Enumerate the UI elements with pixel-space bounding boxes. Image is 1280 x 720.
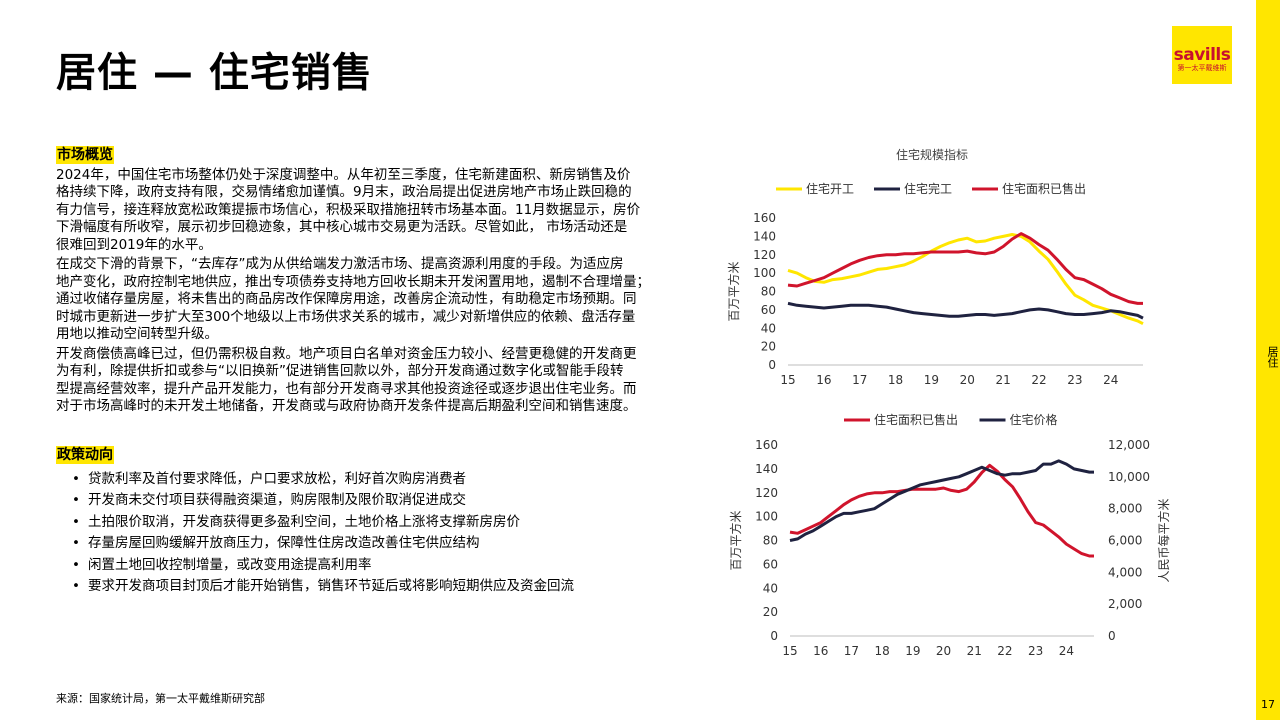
policy-item-text: 开发商未交付项目获得融资渠道，购房限制及限价取消促进成交 [88,492,466,508]
x-tick-label: 15 [782,644,797,658]
x-tick-label: 22 [1031,373,1046,387]
y2-tick-label: 4,000 [1108,565,1142,579]
policy-list: • 贷款利率及首付要求降低，户口要求放松，利好首次购房消费者 • 开发商未交付项目获… [56,469,696,598]
policy-item: • 存量房屋回购缓解开放商压力，保障性住房改造改善住宅供应结构 [56,533,696,555]
y-tick-label: 140 [755,462,778,476]
chart-title: 住宅规模指标 [896,147,968,162]
legend-label: 住宅面积已售出 [1002,181,1086,196]
series-line [787,233,1144,326]
y-tick-label: 80 [763,534,778,548]
market-paragraph-2: 在成交下滑的背景下，“去库存”成为从供给端发力激活市场、提高资源利用度的手段。为… [56,256,650,342]
y2-tick-label: 6,000 [1108,534,1142,548]
policy-item: • 贷款利率及首付要求降低，户口要求放松，利好首次购房消费者 [56,469,696,491]
x-tick-label: 21 [996,373,1011,387]
x-tick-label: 16 [813,644,828,658]
y-tick-label: 60 [761,303,776,317]
legend-label: 住宅完工 [904,181,952,196]
policy-item-text: 存量房屋回购缓解开放商压力，保障性住房改造改善住宅供应结构 [88,535,480,551]
legend-label: 住宅开工 [806,181,854,196]
x-tick-label: 20 [960,373,975,387]
y-tick-label: 160 [753,211,776,225]
x-tick-label: 19 [905,644,920,658]
side-section-label: 居住 [1266,346,1279,368]
market-overview-heading: 市场概览 [56,146,114,164]
x-tick-label: 24 [1059,644,1074,658]
series-line [787,232,1143,305]
page-number: 17 [1261,698,1275,711]
y2-tick-label: 0 [1108,629,1116,643]
x-tick-label: 23 [1067,373,1082,387]
policy-item: • 闲置土地回收控制增量，或改变用途提高利用率 [56,555,696,577]
y2-tick-label: 2,000 [1108,597,1142,611]
x-tick-label: 17 [852,373,867,387]
x-tick-label: 21 [967,644,982,658]
y-tick-label: 20 [763,605,778,619]
y2-tick-label: 10,000 [1108,470,1150,484]
policy-heading: 政策动向 [56,446,114,464]
x-tick-label: 16 [816,373,831,387]
x-tick-label: 15 [780,373,795,387]
market-paragraph-1: 2024年，中国住宅市场整体仍处于深度调整中。从年初至三季度，住宅新建面积、新房… [56,166,641,253]
side-bar: 居住 17 [1256,0,1280,720]
legend-label: 住宅价格 [1010,412,1058,427]
policy-item-text: 贷款利率及首付要求降低，户口要求放松，利好首次购房消费者 [88,470,466,487]
y-axis-label: 百万平方米 [728,510,743,570]
x-tick-label: 23 [1028,644,1043,658]
market-overview-section: 市场概览 2024年，中国住宅市场整体仍处于深度调整中。从年初至三季度，住宅新建… [56,146,696,416]
legend-label: 住宅面积已售出 [874,412,958,427]
policy-item-text: 要求开发商项目封顶后才能开始销售，销售环节延后或将影响短期供应及资金回流 [88,578,574,594]
bullet-icon: • [72,556,80,573]
chart-sales-price: 住宅面积已售出 住宅价格 0 20 40 60 80 100 120 140 160 0 2,000 4,… [720,405,1180,665]
y-tick-label: 120 [753,248,776,262]
y2-tick-label: 12,000 [1108,438,1150,452]
logo-subtitle: 第一太平戴维斯 [1177,64,1227,72]
x-tick-label: 18 [888,373,903,387]
market-paragraph-3: 开发商偿债高峰已过，但仍需积极自救。地产项目白名单对资金压力较小、经营更稳健的开… [56,345,637,415]
y-tick-label: 20 [761,340,776,354]
page-title: 居住 — 住宅销售 [56,50,373,96]
y-axis-label: 百万平方米 [726,261,741,321]
savills-logo: savills 第一太平戴维斯 [1172,26,1232,84]
bullet-icon: • [72,513,80,530]
y-tick-label: 40 [763,581,778,595]
y-tick-label: 100 [755,510,778,524]
y-tick-label: 140 [753,229,776,243]
policy-item-text: 闲置土地回收控制增量，或改变用途提高利用率 [88,556,372,573]
policy-item: • 开发商未交付项目获得融资渠道，购房限制及限价取消促进成交 [56,490,696,512]
y2-axis-label: 人民币每平方米 [1156,498,1171,582]
x-tick-label: 22 [997,644,1012,658]
series-line [789,459,1094,542]
y-tick-label: 80 [761,285,776,299]
bullet-icon: • [72,578,80,594]
y-tick-label: 40 [761,321,776,335]
x-tick-label: 17 [844,644,859,658]
policy-item-text: 土拍限价取消，开发商获得更多盈利空间，土地价格上涨将支撑新房房价 [88,513,520,530]
bullet-icon: • [72,492,80,508]
x-tick-label: 20 [936,644,951,658]
y2-tick-label: 8,000 [1108,502,1142,516]
source-note: 来源：国家统计局，第一太平戴维斯研究部 [56,692,265,705]
x-tick-label: 24 [1103,373,1118,387]
y-tick-label: 100 [753,266,776,280]
chart-2-svg: 住宅面积已售出 住宅价格 0 20 40 60 80 100 120 140 160 0 2,000 4,… [728,412,1171,658]
y-tick-label: 0 [768,358,776,372]
policy-item: • 要求开发商项目封顶后才能开始销售，销售环节延后或将影响短期供应及资金回流 [56,576,696,598]
y-tick-label: 160 [755,438,778,452]
chart-residential-scale: 住宅规模指标住宅开工 住宅完工 住宅面积已售出 0 20 40 60 80 100 120 140 1… [720,140,1160,390]
series-line [789,463,1094,558]
x-tick-label: 18 [874,644,889,658]
logo-wordmark: savills [1173,45,1231,65]
y-tick-label: 0 [770,629,778,643]
bullet-icon: • [72,470,80,487]
y-tick-label: 120 [755,486,778,500]
policy-section: 政策动向 • 贷款利率及首付要求降低，户口要求放松，利好首次购房消费者 • 开发商未… [56,446,696,598]
series-line [787,301,1144,320]
x-tick-label: 19 [924,373,939,387]
policy-item: • 土拍限价取消，开发商获得更多盈利空间，土地价格上涨将支撑新房房价 [56,512,696,534]
bullet-icon: • [72,535,80,551]
y-tick-label: 60 [763,557,778,571]
